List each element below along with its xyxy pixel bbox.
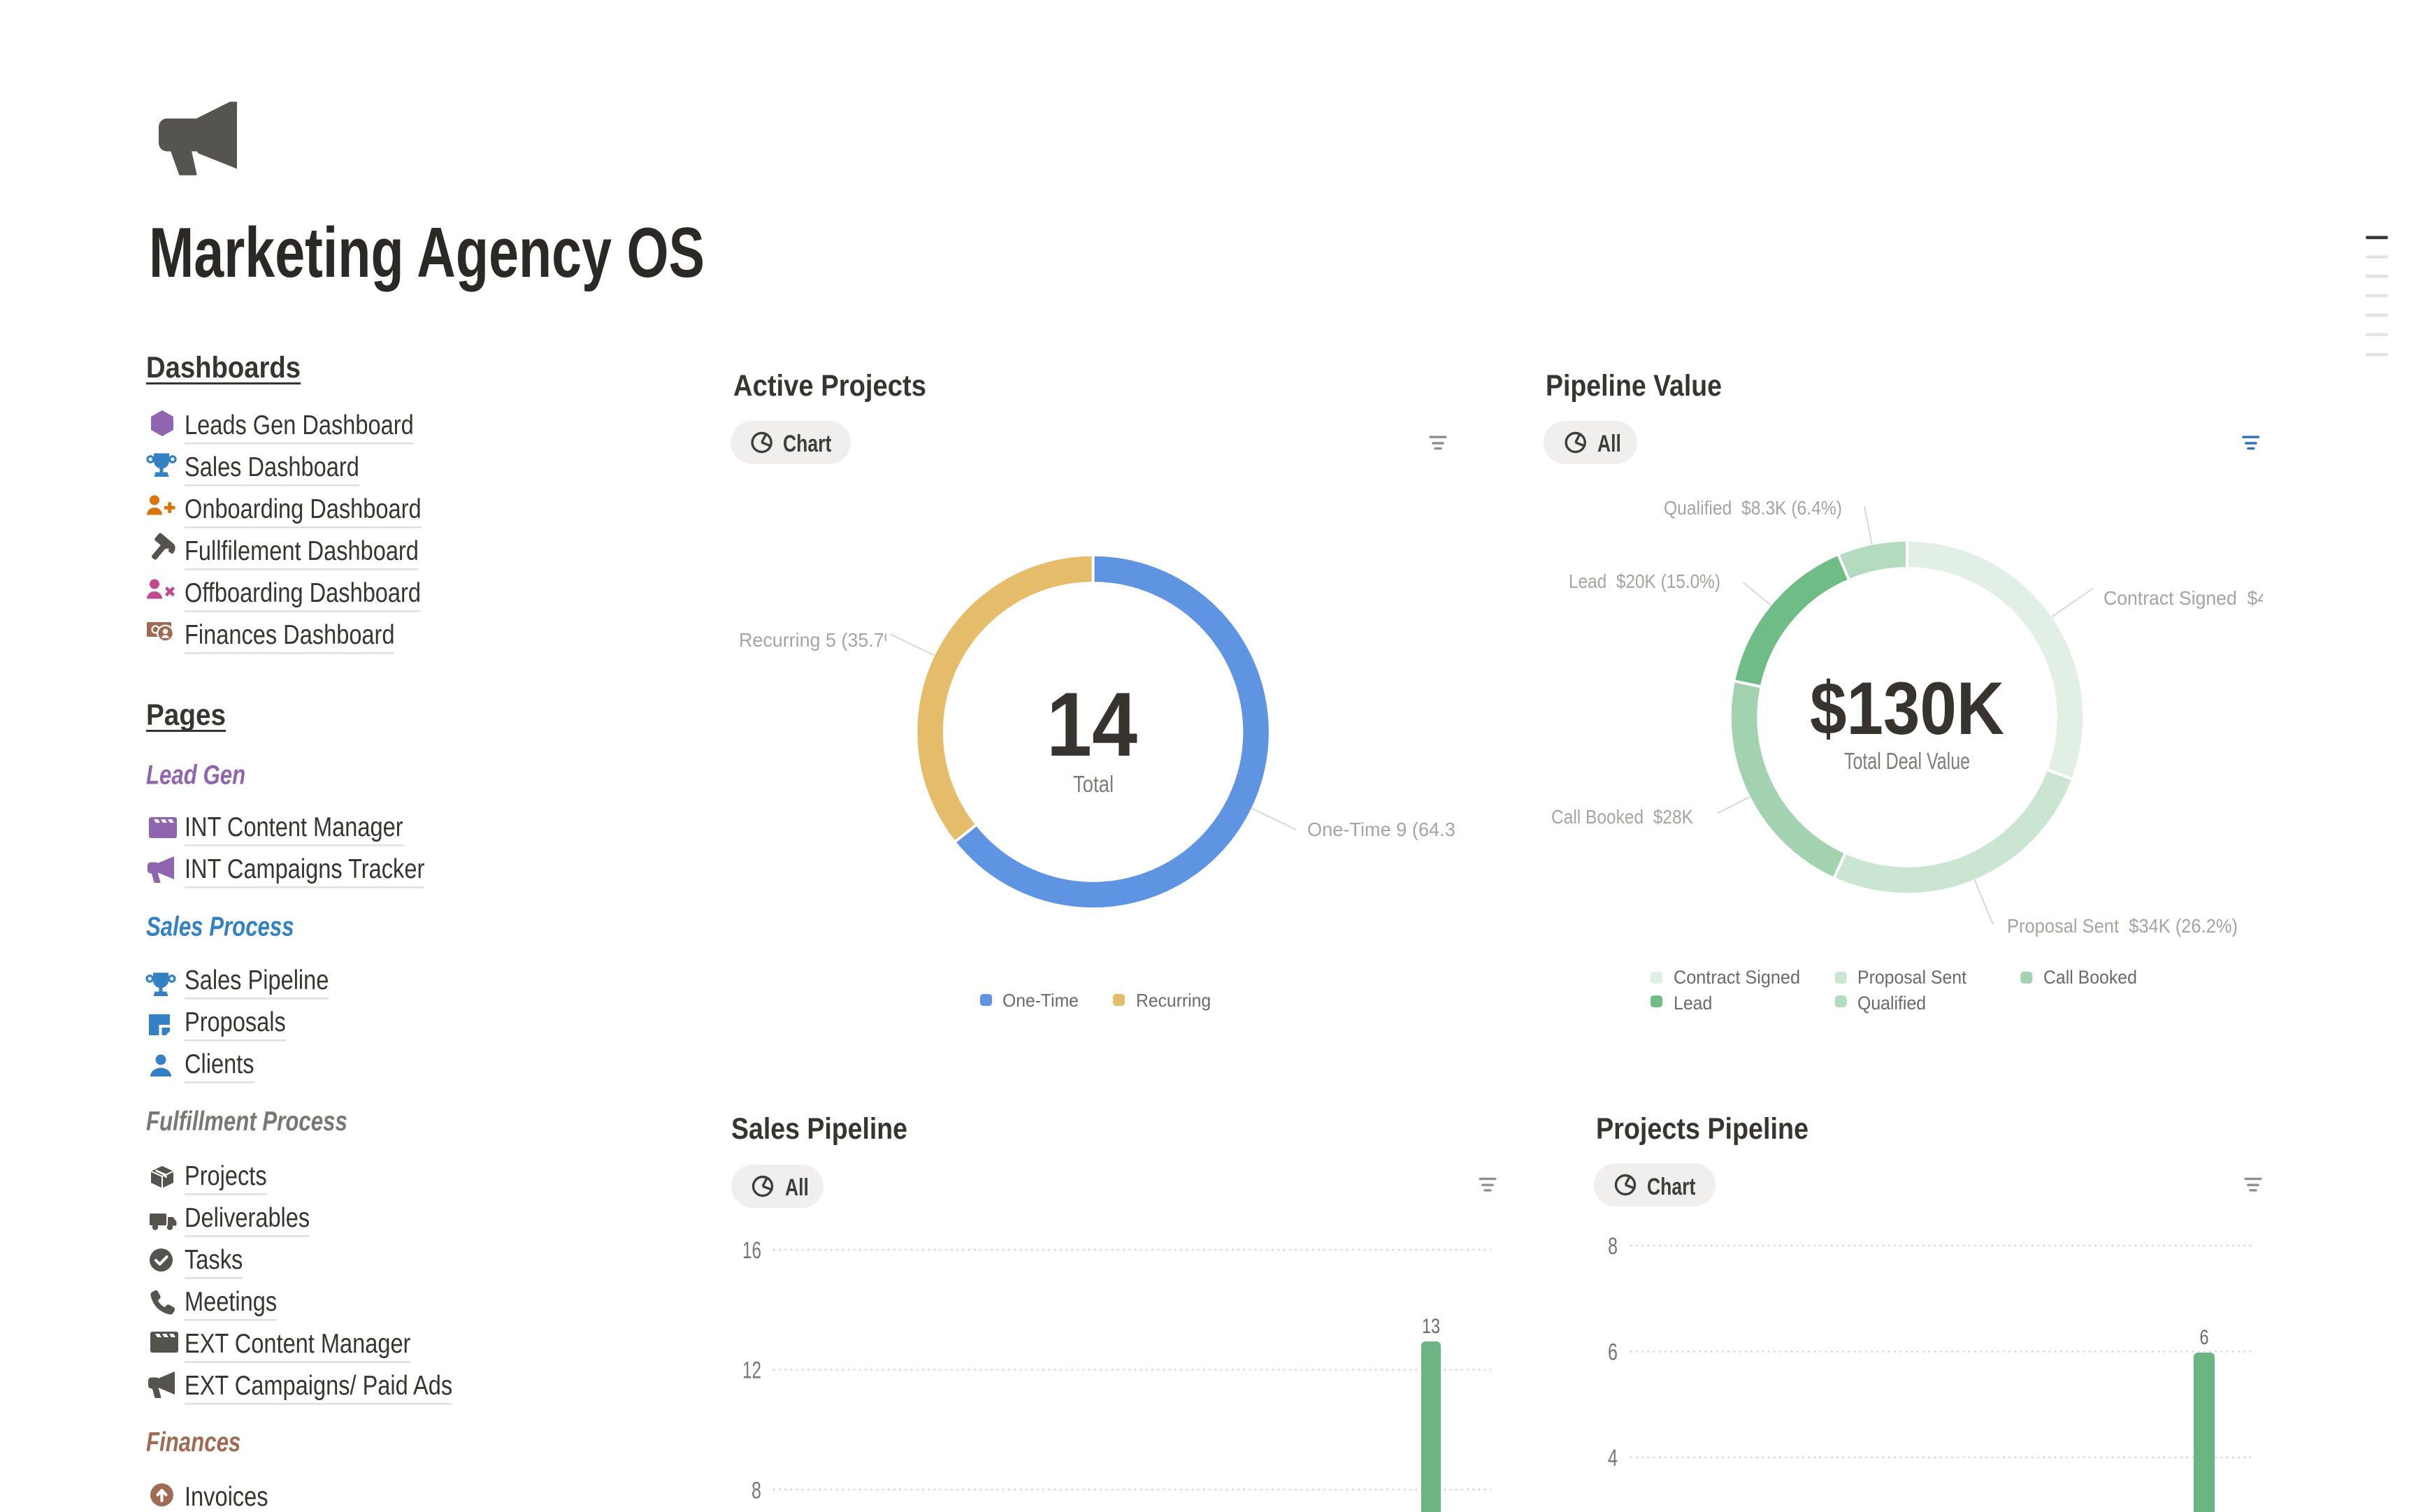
svg-text:Fullfilement Dashboard: Fullfilement Dashboard [185, 536, 419, 566]
svg-text:Deliverables: Deliverables [185, 1203, 310, 1233]
svg-text:Onboarding Dashboard: Onboarding Dashboard [185, 494, 422, 524]
svg-text:Finances Dashboard: Finances Dashboard [185, 620, 395, 650]
svg-text:8: 8 [1608, 1233, 1618, 1260]
svg-text:4: 4 [1608, 1445, 1618, 1471]
svg-text:Tasks: Tasks [185, 1245, 243, 1275]
svg-text:All: All [785, 1174, 809, 1201]
svg-text:Marketing Agency OS: Marketing Agency OS [149, 214, 705, 292]
svg-text:Call Booked $28K: Call Booked $28K [1551, 806, 1693, 828]
svg-text:Sales Dashboard: Sales Dashboard [185, 452, 359, 482]
svg-text:Dashboards: Dashboards [146, 351, 301, 384]
svg-text:Active Projects: Active Projects [733, 369, 926, 403]
svg-text:Total Deal Value: Total Deal Value [1844, 748, 1970, 774]
svg-text:Qualified $8.3K (6.4%): Qualified $8.3K (6.4%) [1664, 497, 1842, 519]
svg-text:INT Campaigns Tracker: INT Campaigns Tracker [185, 854, 424, 884]
svg-text:Invoices: Invoices [185, 1482, 268, 1512]
svg-text:$130K: $130K [1810, 666, 2004, 750]
svg-text:Contract Signed: Contract Signed [1674, 967, 1800, 988]
svg-text:Sales Process: Sales Process [146, 912, 294, 942]
svg-text:Finances: Finances [146, 1427, 240, 1457]
svg-text:Meetings: Meetings [185, 1287, 277, 1317]
svg-text:Proposal Sent: Proposal Sent [1857, 967, 1966, 988]
svg-text:Leads Gen Dashboard: Leads Gen Dashboard [185, 410, 414, 440]
svg-text:EXT Content Manager: EXT Content Manager [185, 1329, 410, 1359]
svg-text:Chart: Chart [1647, 1174, 1695, 1200]
svg-text:12: 12 [742, 1358, 761, 1384]
svg-text:16: 16 [742, 1237, 761, 1264]
svg-text:Sales Pipeline: Sales Pipeline [185, 965, 329, 995]
svg-text:Lead: Lead [1674, 993, 1712, 1014]
svg-text:8: 8 [752, 1478, 761, 1504]
svg-text:Recurring: Recurring [1136, 990, 1211, 1011]
svg-text:Offboarding Dashboard: Offboarding Dashboard [185, 578, 421, 608]
svg-text:Fulfillment Process: Fulfillment Process [146, 1107, 347, 1137]
svg-text:6: 6 [1608, 1339, 1618, 1366]
svg-text:Proposal Sent $34K (26.2%): Proposal Sent $34K (26.2%) [2007, 915, 2238, 937]
svg-text:Recurring 5 (35.7%): Recurring 5 (35.7%) [739, 629, 907, 651]
svg-text:Total: Total [1073, 771, 1114, 797]
svg-text:Pipeline Value: Pipeline Value [1546, 369, 1722, 403]
svg-text:6: 6 [2200, 1326, 2209, 1349]
svg-text:All: All [1597, 431, 1621, 457]
svg-text:Contract Signed $40K (30.8%): Contract Signed $40K (30.8%) [2104, 587, 2361, 609]
svg-text:INT Content Manager: INT Content Manager [185, 812, 403, 842]
svg-text:One-Time: One-Time [1002, 990, 1079, 1011]
svg-text:Pages: Pages [146, 698, 226, 732]
svg-text:Clients: Clients [185, 1049, 254, 1079]
svg-text:Lead $20K (15.0%): Lead $20K (15.0%) [1569, 570, 1720, 592]
svg-text:13: 13 [1422, 1315, 1440, 1338]
svg-text:Projects: Projects [185, 1161, 267, 1191]
svg-text:Projects Pipeline: Projects Pipeline [1596, 1112, 1809, 1146]
svg-text:Chart: Chart [783, 431, 831, 457]
svg-text:Sales Pipeline: Sales Pipeline [731, 1112, 907, 1146]
svg-text:Lead Gen: Lead Gen [146, 761, 245, 791]
svg-text:Proposals: Proposals [185, 1007, 286, 1037]
svg-text:Qualified: Qualified [1857, 993, 1926, 1014]
svg-text:One-Time 9 (64.3%): One-Time 9 (64.3%) [1307, 819, 1479, 840]
svg-text:14: 14 [1047, 673, 1137, 775]
svg-text:Call Booked: Call Booked [2043, 967, 2137, 988]
svg-text:EXT Campaigns/ Paid Ads: EXT Campaigns/ Paid Ads [185, 1371, 452, 1401]
